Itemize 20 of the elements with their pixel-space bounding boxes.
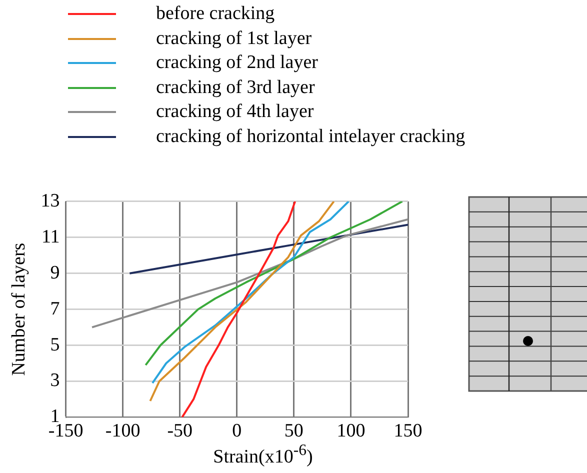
legend-label: cracking of 2nd layer [156, 52, 318, 74]
y-tick-label: 3 [50, 370, 60, 392]
x-tick-label: -100 [105, 420, 140, 442]
y-tick-label: 5 [50, 334, 60, 356]
legend-label: cracking of horizontal intelayer cracking [156, 126, 466, 148]
y-axis-title: Number of layers [8, 242, 30, 376]
x-tick-label: 150 [394, 420, 422, 442]
x-tick-label: 100 [336, 420, 366, 442]
y-tick-label: 11 [42, 226, 60, 248]
x-tick-label: -50 [167, 420, 193, 442]
y-tick-label: 13 [40, 190, 60, 212]
x-tick-label: 50 [284, 420, 304, 442]
x-axis-title: Strain(x10$^{-6}$) [212, 442, 314, 468]
legend-label: cracking of 1st layer [156, 28, 312, 50]
legend-label: before cracking [156, 3, 275, 26]
legend-label: cracking of 3rd layer [156, 76, 315, 99]
legend-label: cracking of 4th layer [156, 101, 314, 124]
y-tick-label: 9 [50, 262, 60, 284]
x-tick-label: 0 [232, 420, 242, 442]
y-tick-label: 7 [50, 298, 60, 320]
